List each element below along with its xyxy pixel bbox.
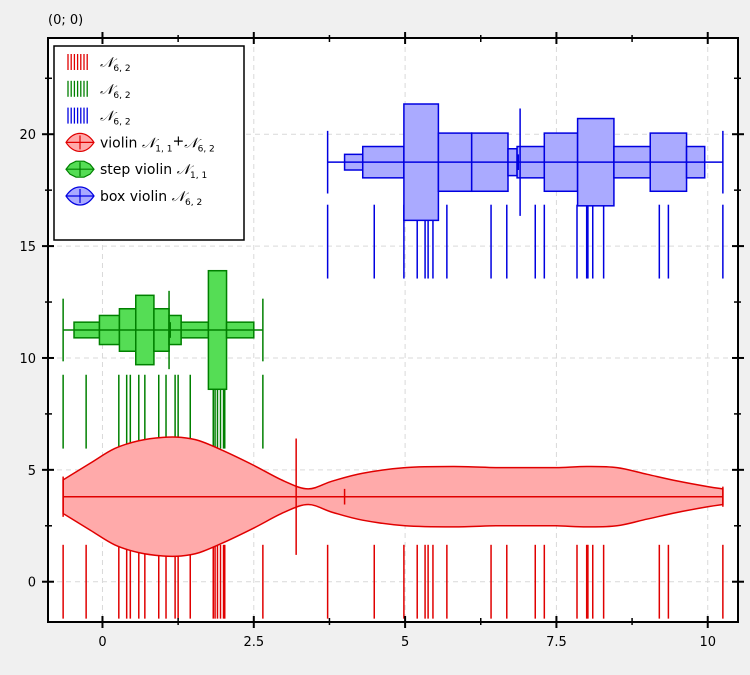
series-box-violin [326,103,724,222]
legend-entry: violin 𝒩1, 1+𝒩6, 2 [65,132,215,154]
legend-subscript: 6, 2 [185,198,202,208]
y-tick-label: 15 [19,240,36,255]
y-tick-label: 20 [19,128,36,143]
legend-subscript: 1, 1 [155,144,172,154]
legend-entry: 𝒩6, 2 [67,80,131,101]
x-tick-label: 7.5 [546,635,567,650]
legend-subscript: 6, 2 [113,64,130,74]
legend-entry: step violin 𝒩1, 1 [65,160,207,181]
legend-subscript: 6, 2 [198,144,215,154]
legend-label: violin 𝒩1, 1+𝒩6, 2 [100,133,215,154]
plot-frame [47,37,739,623]
legend-prefix: box violin [100,189,172,205]
legend-prefix: violin [100,135,142,151]
series-step-violin [62,269,264,391]
legend-subscript: 6, 2 [113,118,130,128]
legend-prefix: step violin [100,162,177,178]
x-tick-label: 0 [98,635,106,650]
y-tick-label: 5 [28,464,36,479]
y-tick-label: 0 [28,576,36,591]
x-tick-label: 10 [699,635,716,650]
legend-subscript: 1, 1 [190,171,207,181]
series-rug [326,204,724,279]
chart-marks [62,103,724,619]
axes: 0 2.5 5 7.5 10 0 5 10 15 20 [19,32,744,650]
legend-label: step violin 𝒩1, 1 [100,162,207,181]
series-violin [62,436,724,558]
x-tick-label: 2.5 [243,635,264,650]
corner-coordinate-label: (0; 0) [48,13,83,28]
legend-subscript: 6, 2 [113,91,130,101]
y-tick-label: 10 [19,352,36,367]
legend-plus: + [172,133,184,149]
x-tick-label: 5 [401,635,409,650]
series-rug [62,544,724,619]
